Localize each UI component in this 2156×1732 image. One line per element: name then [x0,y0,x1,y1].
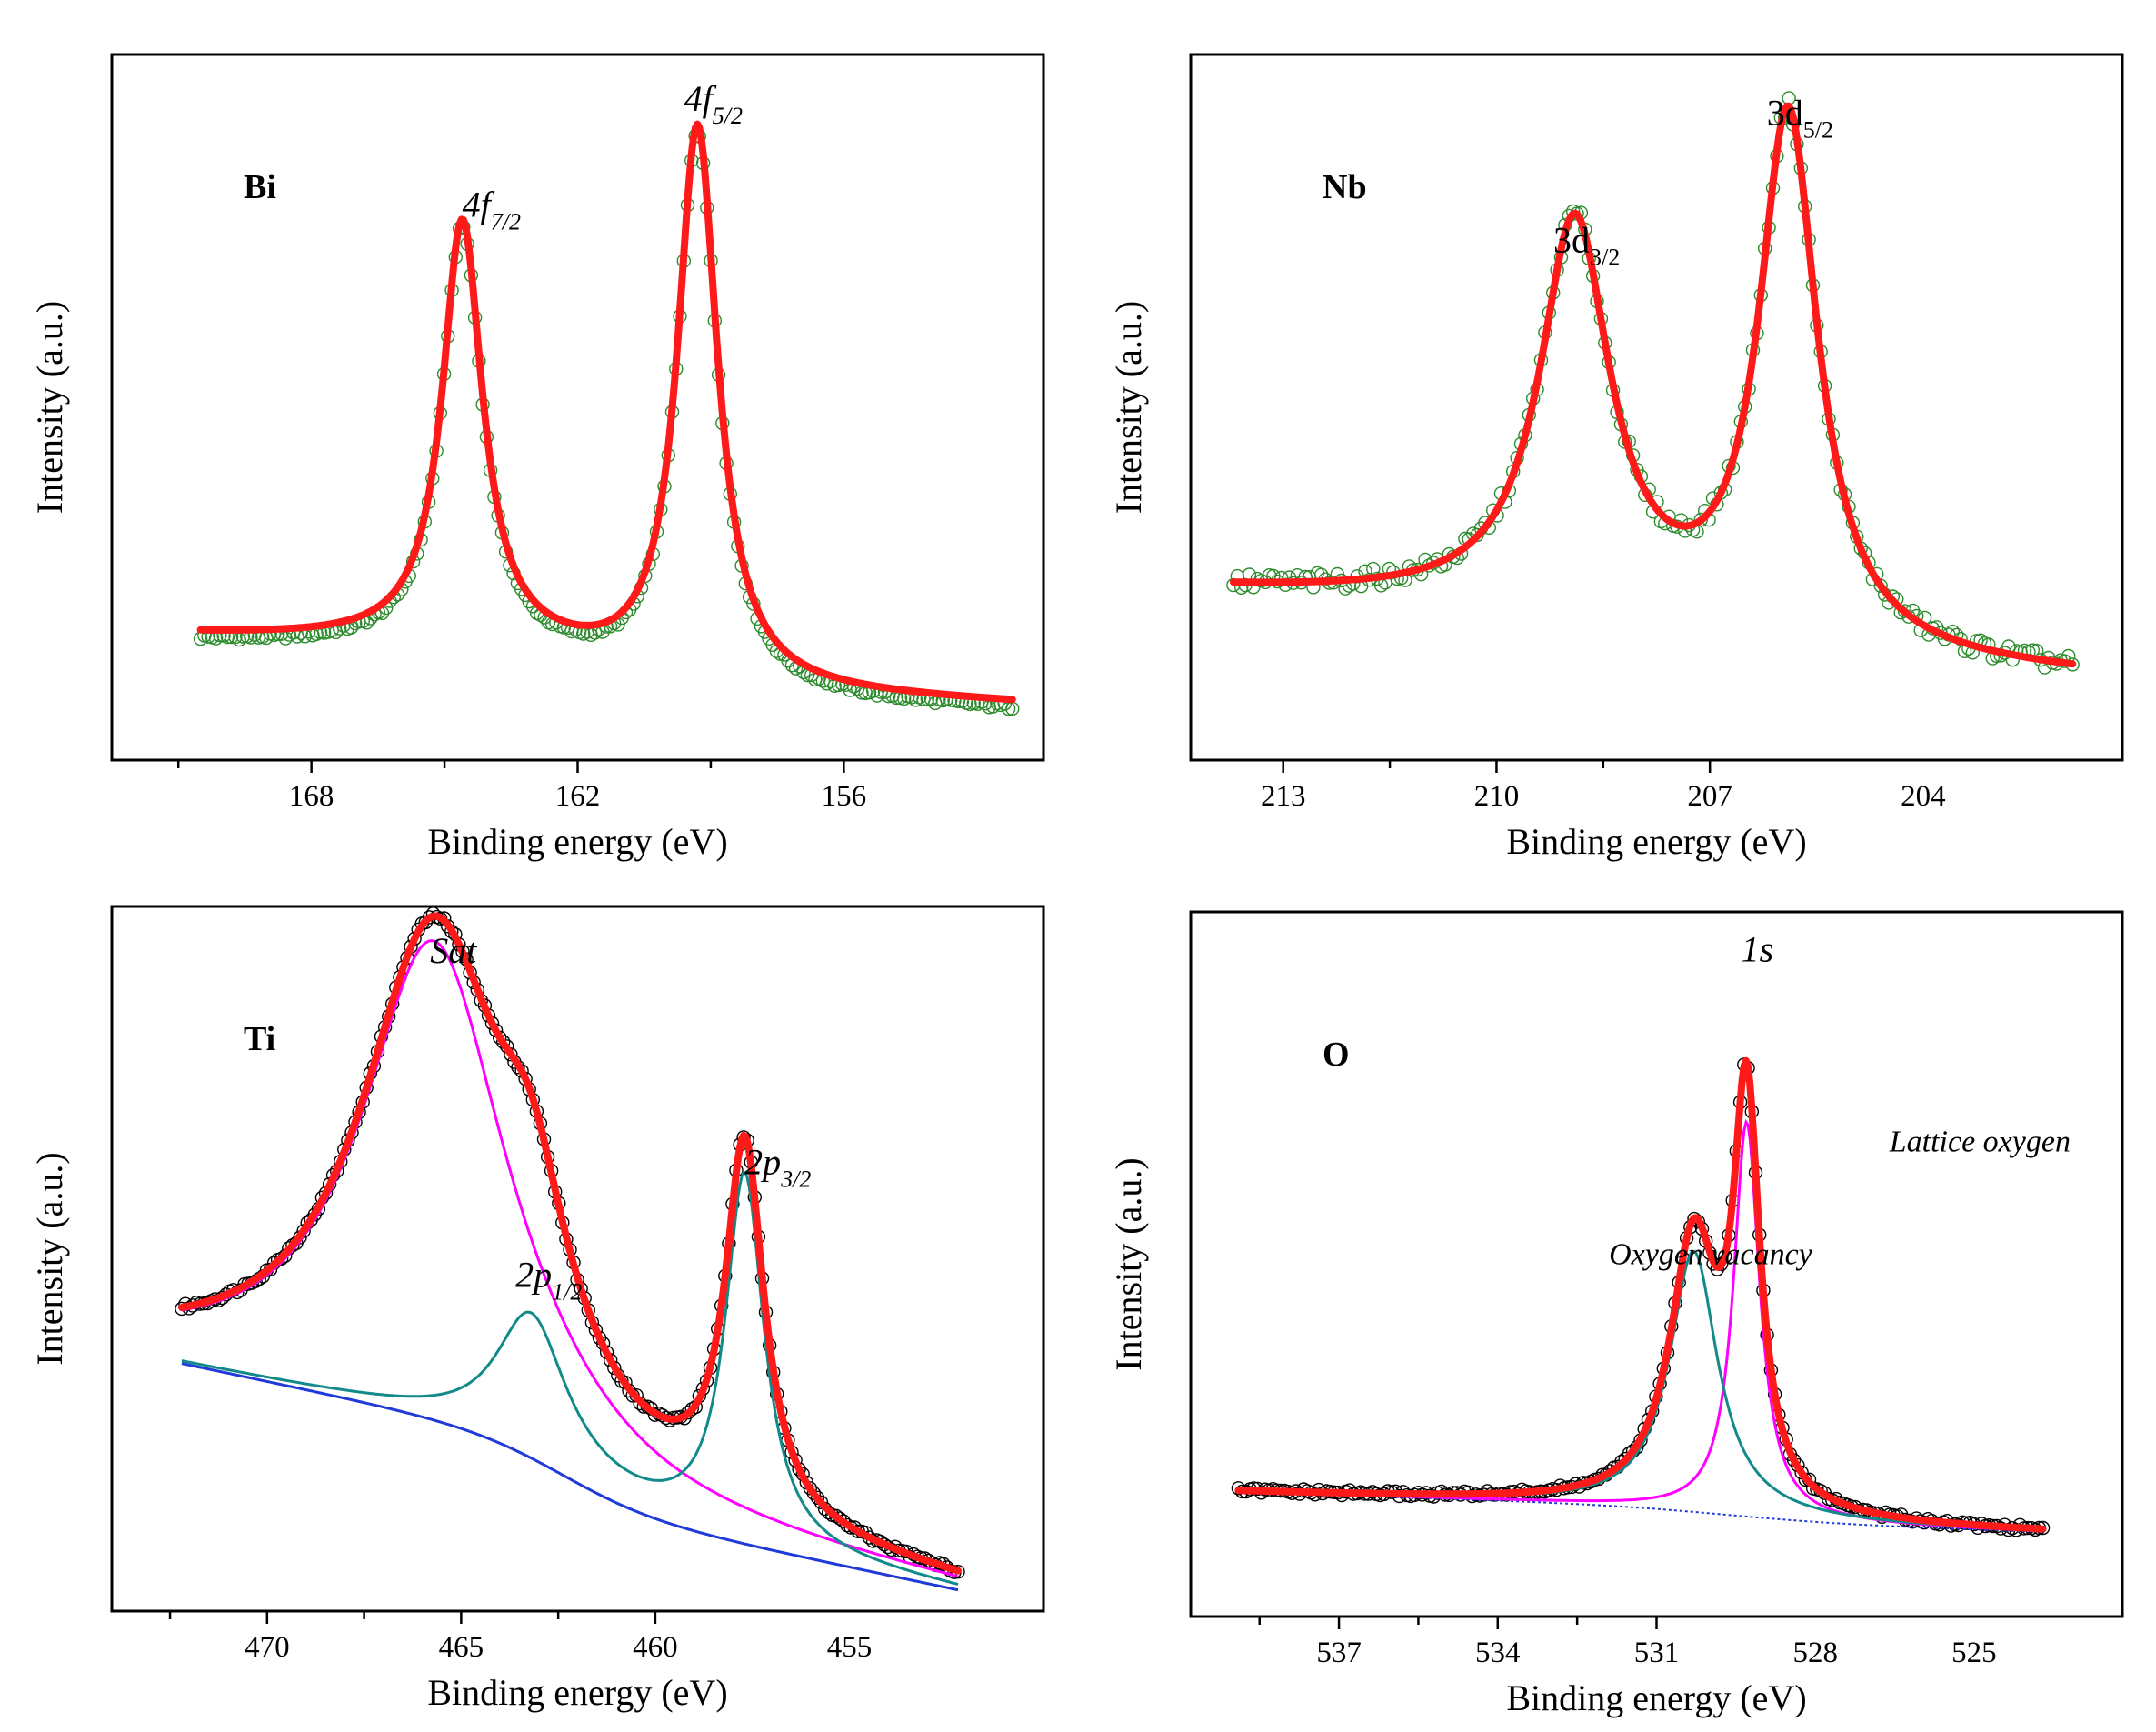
plot-frame [110,53,1045,762]
chart-panel-nb: 213 210 207 204 Binding energy (eV) Intensity… [1108,53,2124,862]
data-point [813,1495,829,1510]
panel-label-o: O [1323,1036,1350,1074]
series-fitted [1234,1056,2047,1533]
chart-panel-o: 537 534 531 528 525 Binding energy (eV) Intens… [1108,910,2124,1718]
panel-label-bi: Bi [244,168,276,206]
data-point [193,631,208,646]
series-background [181,1362,959,1592]
component-annotation: Oxygen vacancy [1609,1238,1813,1272]
x-tick-label: 162 [555,780,601,813]
x-tick-label: 213 [1261,780,1306,813]
series-background [1238,1490,2043,1533]
y-axis-label: Intensity (a.u.) [29,301,70,514]
y-axis-label: Intensity (a.u.) [1108,301,1149,514]
x-tick-label: 460 [633,1631,678,1664]
x-tick-label: 465 [439,1631,484,1664]
x-tick-label: 528 [1792,1637,1838,1669]
data-point [684,1402,699,1417]
plot-frame [1189,53,2124,762]
peak-label: 2p3/2 [744,1142,811,1193]
x-axis-label: Binding energy (eV) [1506,1677,1806,1718]
x-tick-label: 455 [827,1631,873,1664]
x-tick-label: 207 [1687,780,1732,813]
series-oxygen-vacancy [1238,1249,2043,1532]
x-axis-label: Binding energy (eV) [427,821,727,862]
x-tick-label: 204 [1901,780,1946,813]
chart-panel-ti: 470 465 460 455 Binding energy (eV) Intensity… [29,905,1045,1713]
x-tick-label: 168 [289,780,334,813]
x-tick-label: 525 [1951,1637,1997,1669]
peak-label: 2p1/2 [515,1255,582,1306]
x-tick-label: 210 [1474,780,1520,813]
peak-label: 3d5/2 [1767,93,1833,144]
peak-label: Sat [430,930,477,971]
chart-panel-bi: 168 162 156 Binding energy (eV) Intensity (a… [29,53,1045,862]
peak-label: 1s [1742,928,1774,969]
peak-label: 4f7/2 [463,184,521,235]
x-tick-label: 537 [1316,1637,1362,1669]
x-axis-label: Binding energy (eV) [427,1672,727,1713]
x-tick-label: 470 [245,1631,290,1664]
data-point [418,915,433,930]
data-point [232,632,246,647]
panel-label-ti: Ti [244,1020,275,1058]
series-fitted [1229,102,2077,668]
peak-label: 3d3/2 [1553,219,1620,270]
component-annotation: Lattice oxygen [1889,1126,2071,1159]
y-axis-label: Intensity (a.u.) [1108,1157,1149,1370]
plot-frame [110,905,1045,1613]
x-axis-label: Binding energy (eV) [1506,821,1806,862]
data-point [328,625,344,640]
x-tick-label: 534 [1475,1637,1521,1669]
series-fitted [177,912,962,1575]
data-point [681,1405,695,1420]
series-lattice-oxygen [1238,1118,2043,1533]
peak-label: 4f5/2 [684,78,743,129]
series-2p-components [181,1170,959,1586]
x-tick-label: 156 [822,780,867,813]
y-axis-label: Intensity (a.u.) [29,1152,70,1365]
series-fitted [196,120,1016,704]
data-point [290,629,304,644]
x-tick-label: 531 [1634,1637,1680,1669]
panel-label-nb: Nb [1323,168,1367,206]
